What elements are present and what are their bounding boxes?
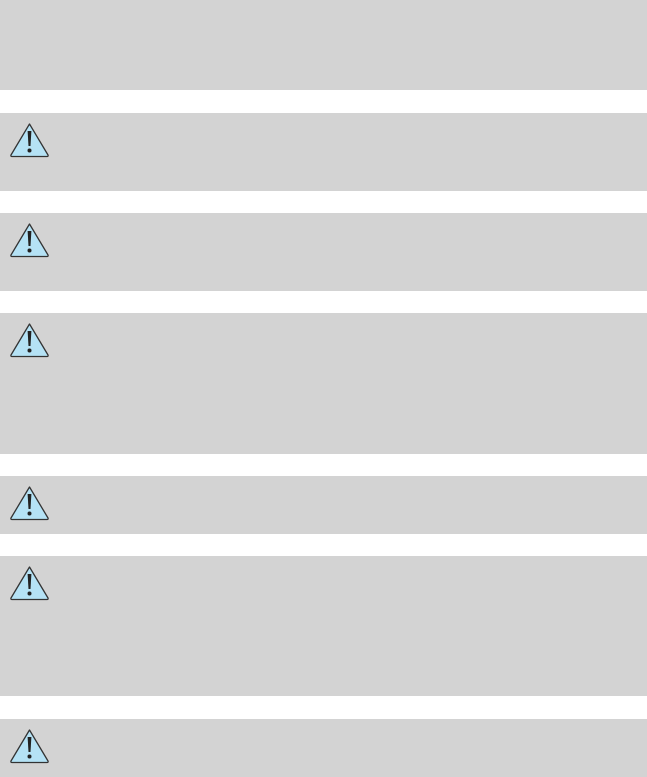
- warning-box: [0, 213, 647, 291]
- warning-box: [0, 0, 647, 90]
- warning-icon: [10, 223, 49, 258]
- warning-box: [0, 476, 647, 534]
- warning-icon: [10, 323, 49, 358]
- warning-icon: [10, 486, 49, 521]
- warning-box: [0, 719, 647, 777]
- warning-icon: [10, 566, 49, 601]
- warning-box: [0, 113, 647, 191]
- warning-box: [0, 313, 647, 454]
- warning-icon: [10, 729, 49, 764]
- warning-icon: [10, 123, 49, 158]
- warning-box: [0, 556, 647, 696]
